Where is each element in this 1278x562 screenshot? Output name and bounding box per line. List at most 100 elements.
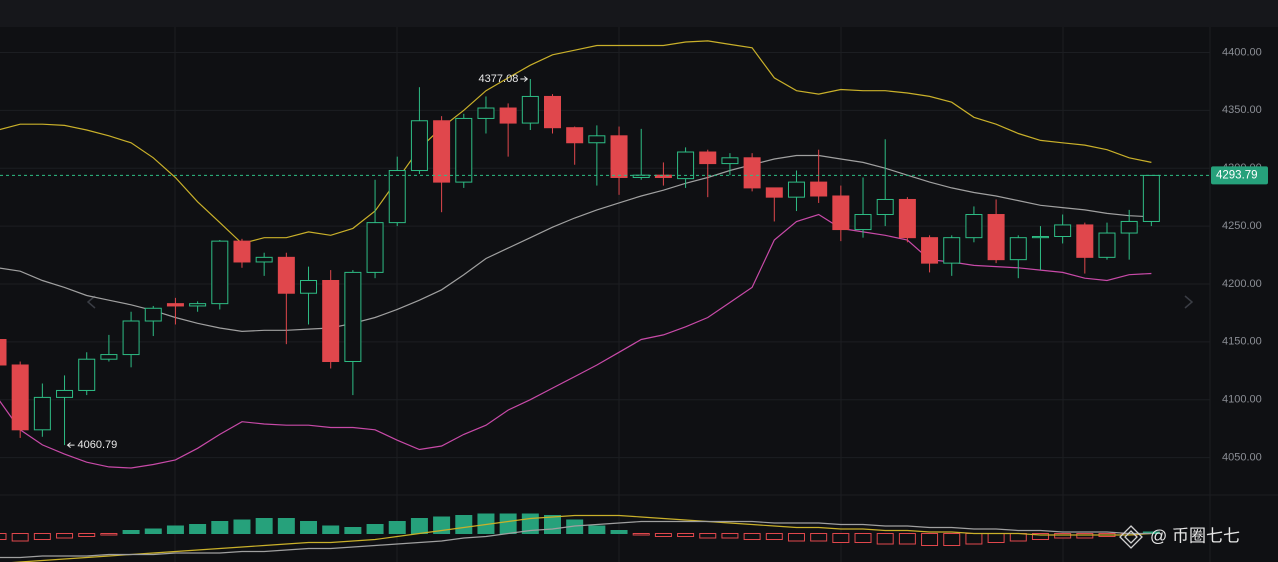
band-line (0, 154, 1152, 333)
candle-body (610, 135, 628, 178)
macd-bar (743, 533, 761, 540)
y-tick-label: 4100.00 (1222, 394, 1262, 406)
candle-body (56, 389, 74, 398)
macd-bar (699, 533, 717, 539)
candle-body (233, 240, 251, 263)
watermark-logo (1119, 525, 1143, 549)
marks (0, 40, 1210, 562)
scroll-right[interactable] (1184, 295, 1194, 309)
macd-bar (144, 528, 162, 534)
macd-bar (921, 533, 939, 546)
low-arrow (66, 442, 75, 448)
macd-bar (499, 513, 517, 534)
candle-body (122, 320, 140, 356)
y-tick-label: 4400.00 (1222, 46, 1262, 58)
band-line (11, 514, 1152, 562)
y-tick-label: 4050.00 (1222, 451, 1262, 463)
high-label: 4377.08 (479, 73, 519, 85)
candle-body (876, 198, 894, 216)
y-tick-label: 4150.00 (1222, 336, 1262, 348)
last-price-label: 4293.79 (1216, 169, 1258, 181)
macd-bar (544, 515, 561, 534)
macd-bar (854, 533, 872, 543)
candle-body (898, 198, 916, 239)
macd-bar (1009, 533, 1027, 542)
candle-body (521, 95, 539, 124)
macd-bar (100, 533, 118, 536)
candle-body (810, 181, 828, 197)
macd-bar (832, 533, 850, 543)
y-tick-label: 4350.00 (1222, 104, 1262, 116)
watermark: @ 币圈七七 (1150, 526, 1240, 545)
candle-body (433, 120, 451, 183)
candle-body (1098, 232, 1116, 258)
candle-body (854, 214, 872, 231)
candle-body (921, 237, 939, 264)
macd-bar (677, 533, 695, 537)
candle-body (277, 256, 295, 294)
candle-body (33, 396, 51, 431)
candle-body (300, 279, 318, 294)
high-arrow (520, 76, 529, 82)
candle-body (322, 279, 340, 363)
macd-bar (787, 533, 805, 542)
macd-bar (1031, 533, 1049, 540)
macd-bar (233, 519, 251, 534)
candle-body (410, 120, 428, 172)
candle-body (1009, 237, 1027, 261)
candle-body (255, 256, 273, 263)
macd-bar (0, 533, 7, 540)
macd-bar (876, 533, 894, 545)
macd-bar (78, 533, 96, 537)
candle-body (1031, 236, 1049, 239)
macd-bar (654, 533, 672, 537)
macd-bar (122, 530, 140, 534)
macd-bar (366, 524, 384, 534)
candle-body (677, 151, 695, 180)
macd-bar (344, 527, 362, 534)
macd-bar (610, 530, 628, 534)
macd-bar (588, 525, 606, 534)
candle-body (499, 107, 517, 124)
candle-body (787, 181, 805, 198)
macd-bar (322, 525, 340, 534)
band-line (0, 40, 1152, 245)
candle-body (765, 187, 783, 198)
candle-body (344, 271, 362, 363)
candle-body (743, 157, 761, 189)
macd-bar (632, 533, 650, 536)
candle-body (166, 303, 184, 307)
macd-bar (1054, 533, 1072, 539)
candle-body (654, 174, 672, 178)
candle-body (189, 303, 207, 307)
top-bar (0, 0, 1278, 27)
candle-body (943, 237, 961, 264)
macd-bar (943, 533, 961, 546)
candle-body (211, 240, 229, 305)
y-tick-label: 4250.00 (1222, 220, 1262, 232)
candle-body (11, 364, 29, 431)
candle-body (987, 214, 1005, 261)
scroll-left[interactable] (86, 295, 96, 309)
macd-bar (300, 521, 318, 534)
candle-body (1076, 224, 1094, 258)
candle-body (566, 127, 584, 144)
macd-bar (1076, 533, 1094, 539)
low-label: 4060.79 (78, 439, 118, 451)
macd-bar (965, 533, 983, 545)
candle-body (1142, 174, 1160, 222)
candle-body (144, 307, 162, 322)
candle-body (0, 339, 7, 366)
candle-body (100, 354, 118, 360)
macd-bar (211, 521, 229, 534)
macd-bar (255, 518, 273, 534)
candle-body (832, 195, 850, 231)
candle-body (477, 107, 495, 119)
macd-bar (765, 533, 783, 540)
vertical-grid (174, 27, 1211, 562)
candle-body (721, 157, 739, 165)
candle-body (588, 135, 606, 144)
last-price-tag (1211, 166, 1268, 185)
